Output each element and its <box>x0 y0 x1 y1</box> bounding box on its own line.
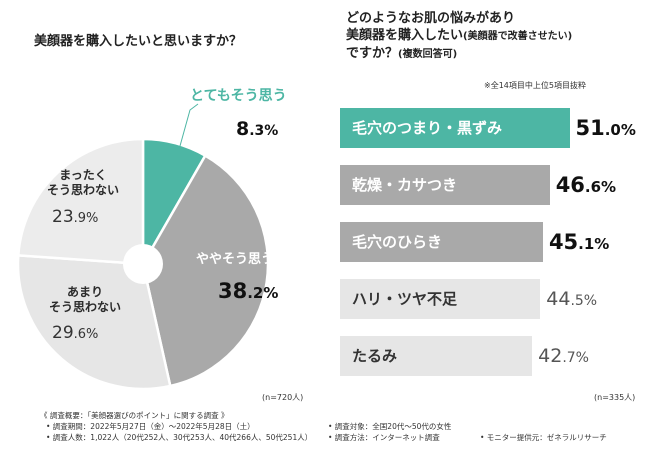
pie-value-notmuch: 29.6% <box>52 323 98 344</box>
pie-label-notatall: まったく そう思わない <box>28 168 138 198</box>
bar-0: 毛穴のつまり・黒ずみ <box>340 108 570 148</box>
bar-value-1: 46.6% <box>555 173 617 197</box>
bar-title-line2-main: 美顔器を購入したい <box>346 28 464 43</box>
bar-title-line3: ですか？(複数回答可) <box>346 45 572 63</box>
footer-people: • 調査人数：1,022人（20代252人、30代253人、40代266人、50… <box>46 433 313 442</box>
footer-period: • 調査期間：2022年5月27日（金）〜2022年5月28日（土） <box>46 422 255 431</box>
pie-value-notmuch-num: 29.6% <box>52 323 99 343</box>
pie-center-hole <box>123 244 163 284</box>
bar-sample-size: (n=335人) <box>594 393 636 402</box>
pie-value-very-num: 8.3% <box>236 118 279 140</box>
bar-label-1: 乾燥・カサつき <box>352 176 458 194</box>
bar-value-4: 42.7% <box>538 345 589 367</box>
pie-sample-size: (n=720人) <box>262 393 304 402</box>
bar-title-line1: どのようなお肌の悩みがあり <box>346 11 516 26</box>
bar-value-3: 44.5% <box>546 288 598 310</box>
footer-provider: • モニター提供元：ゼネラルリサーチ <box>480 433 607 442</box>
bar-value-0: 51.0% <box>575 116 636 140</box>
pie-label-very: とてもそう思う <box>190 88 287 106</box>
bar-value-2: 45.1% <box>548 230 610 254</box>
footer-title: 《 調査概要：「美顔器選びのポイント」に関する調査 》 <box>40 411 229 420</box>
pie-value-notatall: 23.9% <box>52 207 98 228</box>
pie-value-somewhat-num: 38.2% <box>218 279 279 303</box>
pie-slice-1 <box>141 153 270 388</box>
bar-note: ※全14項目中上位5項目抜粋 <box>484 81 586 90</box>
pie-value-notatall-num: 23.9% <box>52 207 99 227</box>
pie-label-very-text: とてもそう思う <box>190 88 287 104</box>
bar-label-4: たるみ <box>352 347 398 365</box>
bar-3: ハリ・ツヤ不足 <box>340 279 541 319</box>
pie-label-notatall-text: まったく そう思わない <box>46 168 119 197</box>
pie-label-somewhat: ややそう思う <box>196 252 274 268</box>
bar-2: 毛穴のひらき <box>340 222 543 262</box>
bar-title-line2: 美顔器を購入したい(美顔器で改善させたい) <box>346 27 572 45</box>
pie-value-very: 8.3% <box>236 118 278 142</box>
pie-label-notmuch: あまり そう思わない <box>30 285 140 315</box>
pie-title: 美顔器を購入したいと思いますか？ <box>34 34 243 49</box>
footer-method: • 調査方法：インターネット調査 <box>328 433 440 442</box>
bar-1: 乾燥・カサつき <box>340 165 550 205</box>
bar-label-3: ハリ・ツヤ不足 <box>352 290 458 308</box>
pie-chart <box>16 103 270 391</box>
pie-label-notmuch-text: あまり そう思わない <box>48 285 121 314</box>
pie-slice-2 <box>16 254 172 391</box>
bar-title-line3-main: ですか？ <box>346 46 399 61</box>
bar-4: たるみ <box>340 336 533 376</box>
bar-title-line2-sub: (美顔器で改善させたい) <box>463 31 573 42</box>
bar-label-0: 毛穴のつまり・黒ずみ <box>352 119 503 137</box>
pie-leader-line <box>179 103 199 147</box>
bar-title: どのようなお肌の悩みがあり 美顔器を購入したい(美顔器で改善させたい) ですか？… <box>346 10 572 63</box>
bar-title-line3-sub: (複数回答可) <box>398 49 458 60</box>
pie-label-somewhat-text: ややそう思う <box>196 252 275 267</box>
footer-target: • 調査対象：全国20代〜50代の女性 <box>328 422 452 431</box>
bar-label-2: 毛穴のひらき <box>352 233 443 251</box>
pie-value-somewhat: 38.2% <box>218 278 278 304</box>
pie-slice-3 <box>16 137 145 266</box>
